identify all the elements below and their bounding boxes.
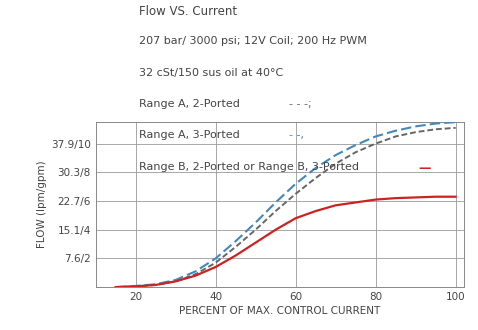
Text: - -,: - -, bbox=[289, 130, 304, 140]
Text: 32 cSt/150 sus oil at 40°C: 32 cSt/150 sus oil at 40°C bbox=[139, 68, 283, 78]
Text: Flow VS. Current: Flow VS. Current bbox=[139, 5, 237, 18]
X-axis label: PERCENT OF MAX. CONTROL CURRENT: PERCENT OF MAX. CONTROL CURRENT bbox=[179, 306, 380, 316]
Text: 207 bar/ 3000 psi; 12V Coil; 200 Hz PWM: 207 bar/ 3000 psi; 12V Coil; 200 Hz PWM bbox=[139, 36, 367, 46]
Text: —: — bbox=[418, 162, 431, 175]
Text: - - -;: - - -; bbox=[289, 99, 312, 109]
Text: Range B, 2-Ported or Range B, 3-Ported: Range B, 2-Ported or Range B, 3-Ported bbox=[139, 162, 362, 172]
Text: Range A, 3-Ported: Range A, 3-Ported bbox=[139, 130, 243, 140]
Text: Range A, 2-Ported: Range A, 2-Ported bbox=[139, 99, 243, 109]
Y-axis label: FLOW (lpm/gpm): FLOW (lpm/gpm) bbox=[37, 161, 47, 248]
